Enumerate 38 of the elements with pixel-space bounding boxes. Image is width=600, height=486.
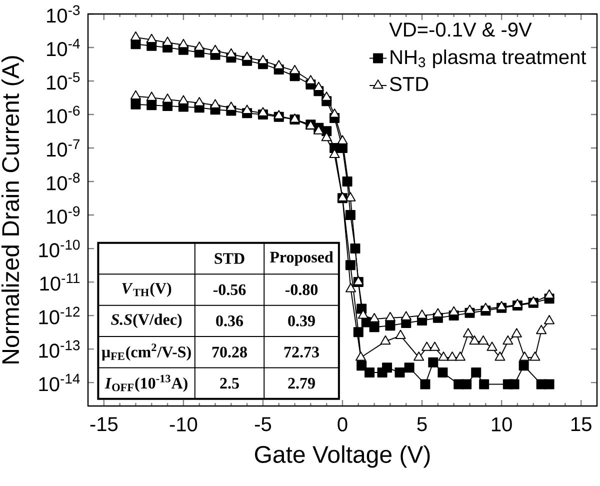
x-tick-label: 15	[571, 417, 592, 432]
y-tick-label: 10$^{-10}$	[39, 240, 80, 258]
annotation: -0.56	[213, 284, 246, 296]
y-axis-title: Normalized Drain Current (A)	[1, 56, 24, 364]
y-tick-label: 10$^{-11}$	[40, 273, 80, 291]
legend-label: NH$_{3}$ plasma treatment	[390, 49, 586, 68]
annotation: 0.36	[216, 316, 244, 326]
y-tick-label: 10$^{-9}$	[47, 206, 80, 224]
y-tick-label: 10$^{-14}$	[39, 374, 80, 392]
y-tick-label: 10$^{-7}$	[47, 139, 80, 157]
legend-title: VD=-0.1V & -9V	[389, 22, 532, 37]
y-tick-label: 10$^{-12}$	[39, 306, 80, 324]
y-tick-label: 10$^{-8}$	[47, 172, 80, 190]
annotation: Proposed	[270, 251, 334, 266]
y-tick-label: 10$^{-3}$	[47, 5, 80, 23]
x-tick-label: -5	[254, 417, 272, 432]
x-tick-label: -10	[170, 417, 198, 432]
x-tick-label: -15	[90, 417, 118, 432]
annotation: -0.80	[285, 284, 318, 296]
annotation: 70.28	[212, 346, 247, 358]
y-tick-label: 10$^{-5}$	[47, 72, 80, 90]
x-axis-title: Gate Voltage (V)	[254, 445, 430, 468]
annotation: V$_{TH}$(V)	[122, 282, 172, 297]
annotation: 2.5	[220, 378, 239, 389]
annotation: I$_{OFF}$(10$^{-13}$A)	[104, 374, 188, 392]
annotation: μ$_{FE}$(cm$^{2}$/V-S)	[102, 344, 191, 361]
x-tick-label: 5	[417, 417, 427, 432]
y-tick-label: 10$^{-6}$	[47, 106, 80, 124]
x-tick-label: 10	[492, 417, 512, 432]
annotation: 72.73	[284, 346, 319, 358]
legend-label: STD	[390, 76, 428, 92]
y-tick-label: 10$^{-4}$	[47, 38, 80, 56]
y-tick-label: 10$^{-13}$	[39, 340, 80, 358]
x-tick-label: 0	[338, 417, 348, 432]
annotation: S.S(V/dec)	[111, 314, 182, 328]
annotation: STD	[214, 253, 244, 264]
annotation: 0.39	[288, 316, 315, 326]
annotation: 2.79	[288, 378, 315, 389]
